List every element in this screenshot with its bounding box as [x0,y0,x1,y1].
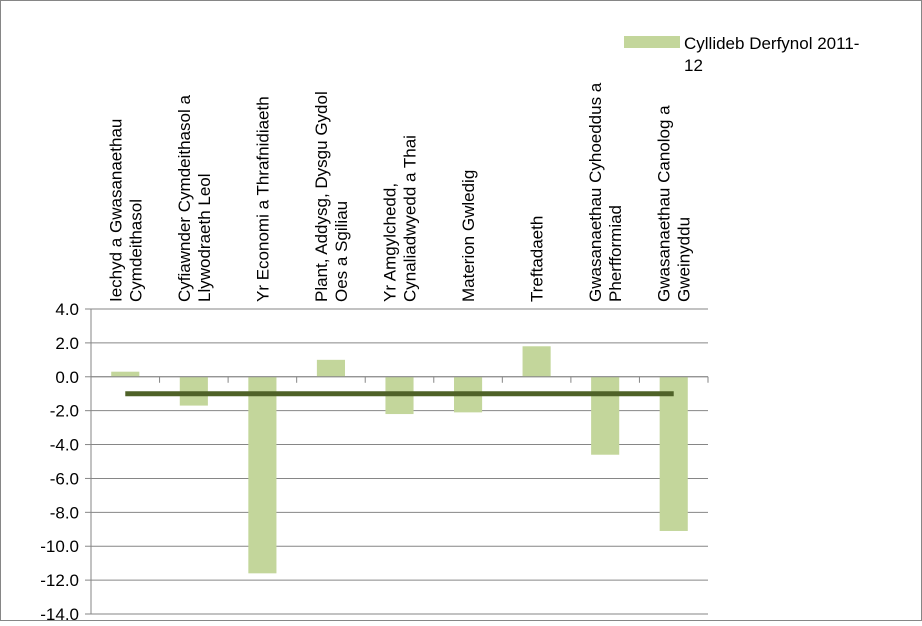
category-label: Treftadaeth [528,216,547,302]
y-tick-label: -12.0 [40,571,79,590]
category-label: Gwasanaethau Canolog aGweinyddu [655,105,694,302]
bar [179,376,208,406]
y-tick-label: 2.0 [55,334,79,353]
y-tick-label: -4.0 [50,436,79,455]
category-labels: Iechyd a GwasanaethauCymdeithasol Cyfiawn… [106,82,693,302]
category-label: Cyfiawnder Cymdeithasol aLlywodraeth Leo… [175,95,214,302]
y-tick-label: -6.0 [50,469,79,488]
legend-label: Cyllideb Derfynol 2011-12 [684,34,859,75]
category-label: Materion Gwledig [459,170,478,302]
bar [591,376,620,455]
y-tick-label: -14.0 [40,605,79,621]
y-tick-label: -2.0 [50,402,79,421]
bar [111,371,140,377]
category-label: Yr Economi a Thrafnidiaeth [253,96,272,302]
legend-swatch [624,36,680,48]
y-tick-labels: 4.0 2.0 0.0 -2.0 -4.0 -6.0 -8.0 -10.0 -12.0 -14.0 [40,300,79,624]
bar [248,376,277,574]
y-tick-label: -10.0 [40,537,79,556]
y-tick-label: 4.0 [55,300,79,319]
y-tick-label: -8.0 [50,503,79,522]
legend: Cyllideb Derfynol 2011-12 [624,34,859,75]
category-label: Yr Amgylchedd,Cynaliadwyedd a Thai [381,135,420,302]
axes [85,308,709,615]
bar [659,376,688,531]
bars [111,346,688,574]
bar [316,359,345,377]
category-label: Iechyd a GwasanaethauCymdeithasol [106,119,145,302]
y-tick-label: 0.0 [55,368,79,387]
bar [522,346,551,377]
category-label: Gwasanaethau Cyhoeddus aPherfformiad [586,82,625,302]
category-label: Plant, Addysg, Dysgu GydolOes a Sgiliau [312,91,351,302]
